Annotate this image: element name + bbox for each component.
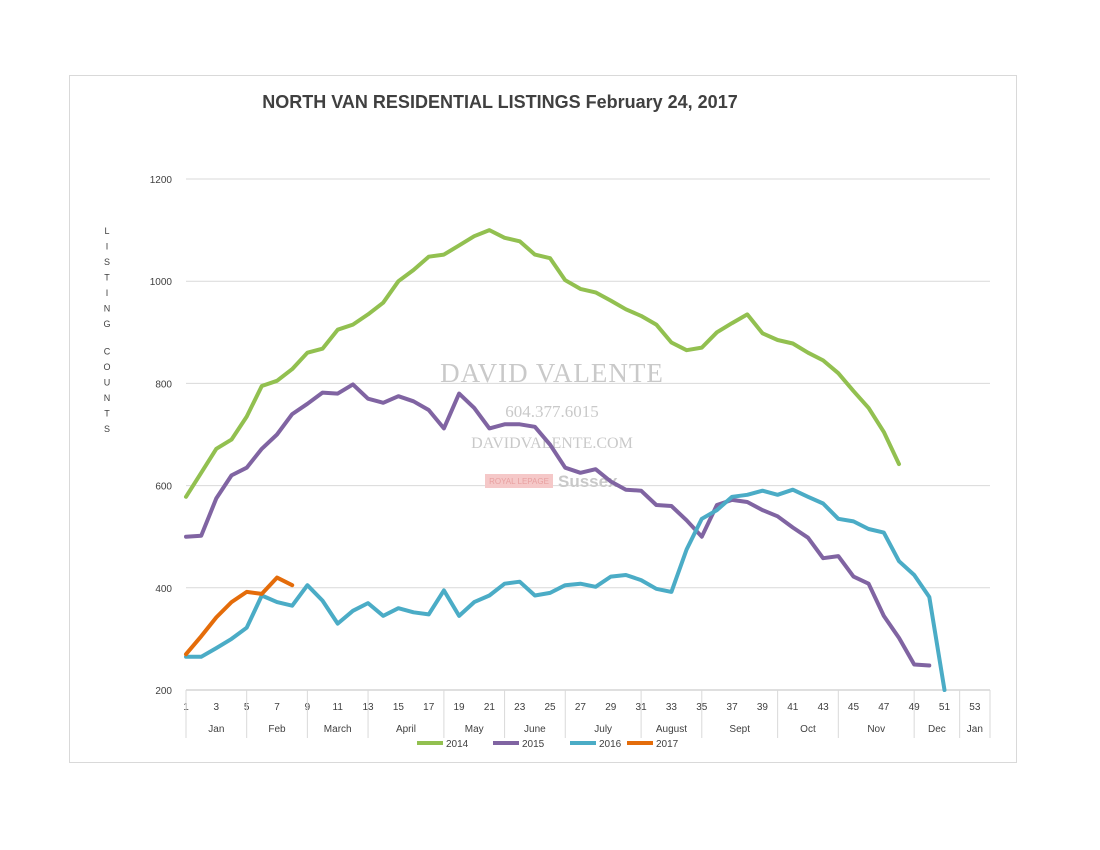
series-line-2017	[184, 575, 295, 657]
x-tick-label: 29	[605, 702, 617, 713]
y-tick-label: 400	[155, 584, 172, 595]
month-label: July	[594, 724, 612, 735]
month-label: May	[465, 724, 484, 735]
x-tick-label: 45	[848, 702, 860, 713]
watermark-phone: 604.377.6015	[505, 402, 599, 421]
y-axis-label-letter: N	[104, 393, 111, 403]
month-label: Sept	[729, 724, 750, 735]
month-label: Nov	[867, 724, 885, 735]
x-tick-label: 33	[666, 702, 678, 713]
x-tick-label: 19	[453, 702, 465, 713]
y-axis-label-letter: L	[104, 226, 109, 236]
legend-label-2014: 2014	[446, 739, 469, 750]
x-tick-label: 53	[969, 702, 981, 713]
x-tick-label: 7	[274, 702, 280, 713]
chart-title: NORTH VAN RESIDENTIAL LISTINGS February …	[262, 92, 737, 112]
x-tick-label: 17	[423, 702, 435, 713]
y-axis-label-letter: C	[104, 347, 111, 357]
y-tick-label: 600	[155, 482, 172, 493]
y-axis-label-letter: I	[106, 242, 109, 252]
y-tick-label: 1200	[150, 175, 173, 186]
series-line-2015	[184, 382, 932, 668]
y-axis-label-letter: G	[103, 319, 110, 329]
y-axis-label-letter: S	[104, 257, 110, 267]
month-label: Oct	[800, 724, 816, 735]
x-tick-label: 47	[878, 702, 890, 713]
x-tick-label: 3	[214, 702, 220, 713]
legend-label-2016: 2016	[599, 739, 622, 750]
y-axis-label-letter: T	[104, 409, 110, 419]
x-tick-label: 41	[787, 702, 799, 713]
watermark-logo-box	[485, 474, 553, 488]
y-axis-label-letter: O	[103, 362, 110, 372]
x-tick-label: 15	[393, 702, 405, 713]
x-tick-label: 39	[757, 702, 769, 713]
legend-label-2015: 2015	[522, 739, 545, 750]
month-label: April	[396, 724, 416, 735]
month-label: Jan	[208, 724, 224, 735]
chart-frame: NORTH VAN RESIDENTIAL LISTINGS February …	[69, 75, 1017, 763]
x-tick-label: 21	[484, 702, 496, 713]
y-axis-label-letter: S	[104, 424, 110, 434]
chart: NORTH VAN RESIDENTIAL LISTINGS February …	[103, 92, 991, 750]
y-axis-label-letter: U	[104, 378, 111, 388]
y-axis-label-letter: T	[104, 273, 110, 283]
month-label: March	[324, 724, 352, 735]
month-label: Feb	[268, 724, 286, 735]
x-tick-label: 27	[575, 702, 587, 713]
watermark-name: DAVID VALENTE	[440, 358, 664, 388]
x-tick-label: 23	[514, 702, 526, 713]
y-axis-label-letter: I	[106, 288, 109, 298]
x-tick-label: 43	[818, 702, 830, 713]
y-tick-label: 200	[155, 686, 172, 697]
watermark: DAVID VALENTE 604.377.6015 DAVIDVALENTE.…	[440, 358, 664, 491]
y-axis-label-letter: N	[104, 304, 111, 314]
x-tick-label: 51	[939, 702, 951, 713]
x-tick-label: 11	[333, 702, 344, 713]
y-tick-label: 1000	[150, 277, 173, 288]
month-label: Jan	[967, 724, 983, 735]
watermark-brand: ROYAL LEPAGE	[489, 477, 549, 486]
y-tick-label: 800	[155, 379, 172, 390]
series-line-2016	[184, 487, 947, 692]
watermark-site: DAVIDVALENTE.COM	[471, 435, 633, 452]
x-tick-label: 37	[727, 702, 739, 713]
x-tick-label: 25	[545, 702, 557, 713]
series-line-2014	[184, 228, 901, 499]
legend-label-2017: 2017	[656, 739, 679, 750]
month-label: June	[524, 724, 546, 735]
month-label: Dec	[928, 724, 946, 735]
month-label: August	[656, 724, 687, 735]
